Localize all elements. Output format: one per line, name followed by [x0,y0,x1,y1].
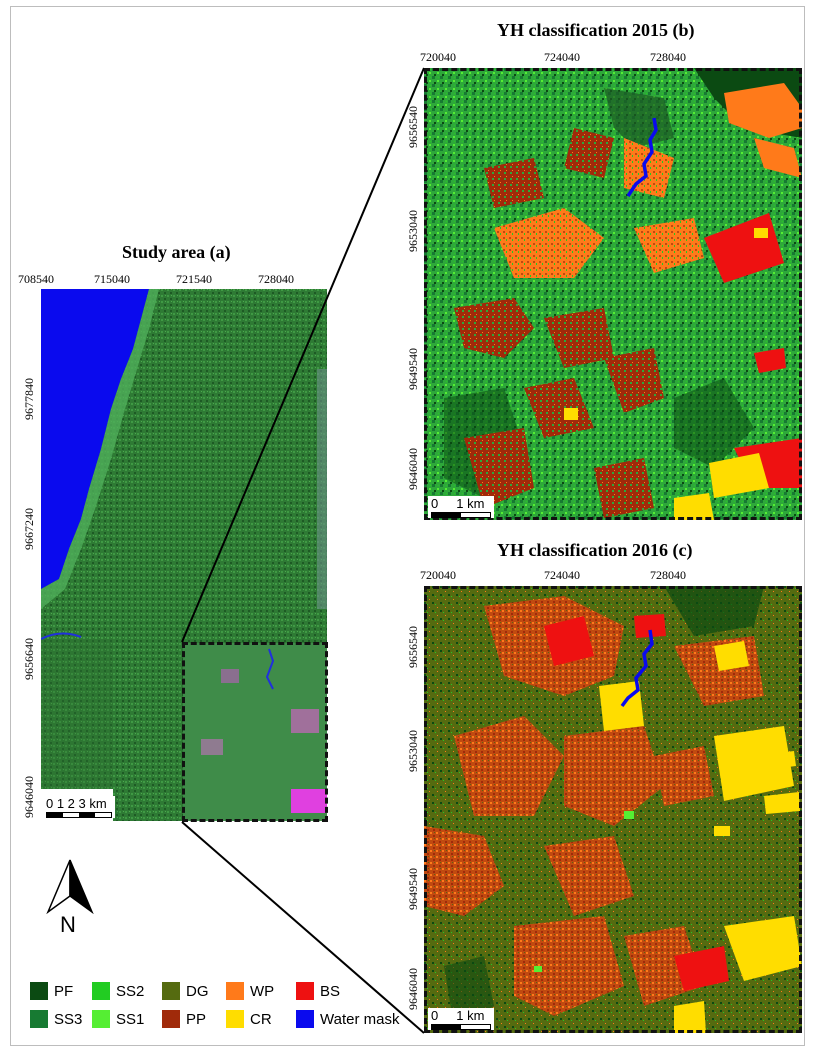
north-arrow: N [44,858,96,938]
panel-c-scale-graphic [431,1024,491,1030]
legend-swatch [30,982,48,1000]
legend-item-dg: DG [162,982,209,1000]
figure-frame [10,6,805,1046]
panel-a-scale-label: 0 1 2 3 km [46,796,107,811]
panel-b-ytick: 9649540 [406,348,420,390]
legend-label: SS3 [54,1010,83,1028]
panel-b-title: YH classification 2015 (b) [497,20,695,40]
panel-b-scale-label: 0 1 km [431,496,485,511]
classification-2016-map [424,586,802,1033]
legend-label: SS2 [116,982,145,1000]
panel-c-ytick: 9653040 [406,730,420,772]
legend-item-ss1: SS1 [92,1010,144,1028]
panel-c-ytick: 9656540 [406,626,420,668]
legend-item-pf: PF [30,982,73,1000]
panel-c-ytick: 9649540 [406,868,420,910]
legend: PF SS2 DG WP BS SS3 SS1 PP CR Water mask [30,982,410,1042]
panel-c-border [424,586,802,1033]
legend-label: BS [320,982,341,1000]
panel-a-title: Study area (a) [122,242,231,262]
inset-extent-box [182,642,328,822]
panel-c-xtick: 724040 [544,568,580,582]
legend-item-cr: CR [226,1010,272,1028]
panel-b-scale-bar: 0 1 km [428,496,494,518]
legend-swatch [162,1010,180,1028]
panel-c-xtick: 728040 [650,568,686,582]
legend-item-pp: PP [162,1010,206,1028]
panel-a-scale-bar: 0 1 2 3 km [43,796,115,818]
panel-a-scale-graphic [46,812,112,818]
legend-item-ss2: SS2 [92,982,144,1000]
panel-b-xtick: 724040 [544,50,580,64]
legend-swatch [226,982,244,1000]
legend-label: Water mask [320,1010,400,1028]
legend-item-bs: BS [296,982,340,1000]
legend-swatch [92,1010,110,1028]
panel-c-scale-bar: 0 1 km [428,1008,494,1030]
classification-2015-map [424,68,802,520]
legend-swatch [296,1010,314,1028]
legend-swatch [296,982,314,1000]
panel-a-xtick: 721540 [176,272,212,286]
study-area-map [41,289,327,821]
legend-label: PF [54,982,74,1000]
legend-label: SS1 [116,1010,145,1028]
legend-swatch [226,1010,244,1028]
panel-b-scale-graphic [431,512,491,518]
panel-b-xtick: 728040 [650,50,686,64]
panel-b-xtick: 720040 [420,50,456,64]
legend-swatch [30,1010,48,1028]
panel-b-border [424,68,802,520]
panel-c-title: YH classification 2016 (c) [497,540,693,560]
panel-b-ytick: 9656540 [406,106,420,148]
panel-b-ytick: 9653040 [406,210,420,252]
panel-c-scale-label: 0 1 km [431,1008,485,1023]
legend-label: DG [186,982,209,1000]
legend-item-ss3: SS3 [30,1010,82,1028]
north-label: N [60,912,76,937]
legend-item-water-mask: Water mask [296,1010,399,1028]
legend-label: WP [250,982,275,1000]
legend-swatch [92,982,110,1000]
panel-a-xtick: 708540 [18,272,54,286]
legend-label: CR [250,1010,272,1028]
legend-label: PP [186,1010,207,1028]
legend-item-wp: WP [226,982,274,1000]
panel-a-xtick: 715040 [94,272,130,286]
legend-swatch [162,982,180,1000]
north-arrow-icon [46,859,94,915]
panel-c-xtick: 720040 [420,568,456,582]
panel-a-xtick: 728040 [258,272,294,286]
panel-b-ytick: 9646040 [406,448,420,490]
